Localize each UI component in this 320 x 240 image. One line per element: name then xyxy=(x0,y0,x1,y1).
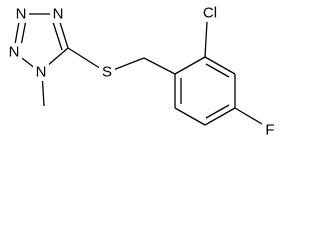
bond xyxy=(205,104,230,119)
bond xyxy=(204,56,236,75)
atom-label: F xyxy=(265,122,274,139)
atom-label: N xyxy=(16,6,27,23)
atom-label: S xyxy=(102,64,112,81)
bond xyxy=(174,56,206,75)
bond xyxy=(205,63,230,78)
bond xyxy=(52,21,63,51)
bond xyxy=(204,21,208,58)
bond xyxy=(20,19,27,47)
atom-label: N xyxy=(36,64,47,81)
atom-label: N xyxy=(53,6,64,23)
bond xyxy=(204,107,236,126)
atom-labels: N N N N S Cl F xyxy=(6,4,278,139)
bond xyxy=(234,107,263,125)
bond xyxy=(143,57,176,75)
bond xyxy=(174,107,206,126)
molecule-diagram: N N N N S Cl F xyxy=(6,4,278,139)
atom-label: N xyxy=(9,44,20,61)
bonds xyxy=(13,13,263,126)
atom-label: Cl xyxy=(203,5,217,22)
